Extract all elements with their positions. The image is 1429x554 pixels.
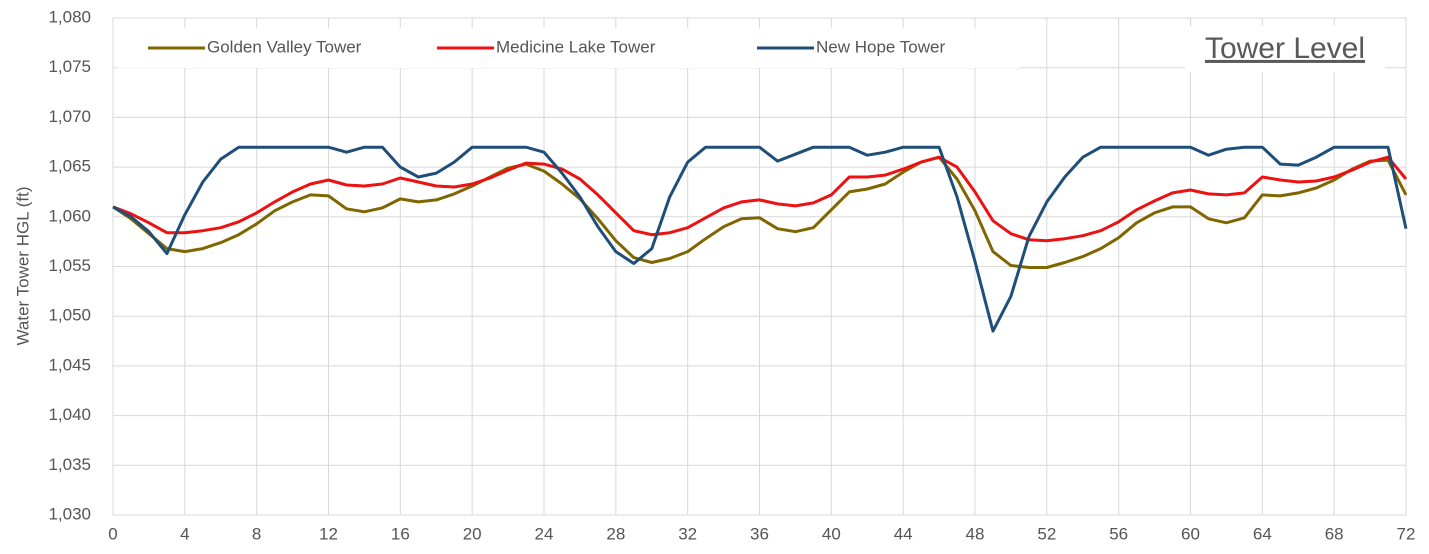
x-tick-label: 24 — [535, 524, 554, 543]
x-tick-label: 4 — [180, 524, 189, 543]
x-tick-label: 0 — [108, 524, 117, 543]
legend-box — [118, 28, 1020, 68]
x-tick-label: 36 — [750, 524, 769, 543]
x-tick-label: 60 — [1181, 524, 1200, 543]
x-tick-label: 40 — [822, 524, 841, 543]
x-tick-label: 48 — [966, 524, 985, 543]
x-tick-label: 44 — [894, 524, 913, 543]
x-tick-label: 32 — [678, 524, 697, 543]
y-tick-label: 1,035 — [48, 455, 91, 474]
x-tick-label: 72 — [1397, 524, 1416, 543]
legend-label: Golden Valley Tower — [207, 37, 362, 56]
y-tick-label: 1,080 — [48, 7, 91, 26]
x-tick-label: 12 — [319, 524, 338, 543]
x-tick-label: 64 — [1253, 524, 1272, 543]
x-tick-label: 20 — [463, 524, 482, 543]
y-tick-label: 1,075 — [48, 57, 91, 76]
title-box — [1185, 26, 1385, 72]
y-tick-label: 1,055 — [48, 256, 91, 275]
chart-title: Tower Level — [1205, 32, 1365, 65]
x-tick-label: 68 — [1325, 524, 1344, 543]
y-tick-label: 1,060 — [48, 206, 91, 225]
x-tick-label: 16 — [391, 524, 410, 543]
y-tick-label: 1,045 — [48, 355, 91, 374]
x-tick-label: 28 — [606, 524, 625, 543]
x-tick-label: 56 — [1109, 524, 1128, 543]
y-tick-label: 1,050 — [48, 306, 91, 325]
y-tick-label: 1,065 — [48, 157, 91, 176]
series-line — [112, 145, 1408, 333]
x-tick-label: 8 — [252, 524, 261, 543]
y-axis-label: Water Tower HGL (ft) — [13, 186, 32, 345]
y-tick-label: 1,030 — [48, 504, 91, 523]
x-tick-label: 52 — [1037, 524, 1056, 543]
series-line — [112, 155, 1408, 243]
legend-label: New Hope Tower — [816, 37, 945, 56]
legend-label: Medicine Lake Tower — [496, 37, 656, 56]
series-line — [112, 155, 1408, 269]
y-tick-label: 1,040 — [48, 405, 91, 424]
y-tick-label: 1,070 — [48, 107, 91, 126]
